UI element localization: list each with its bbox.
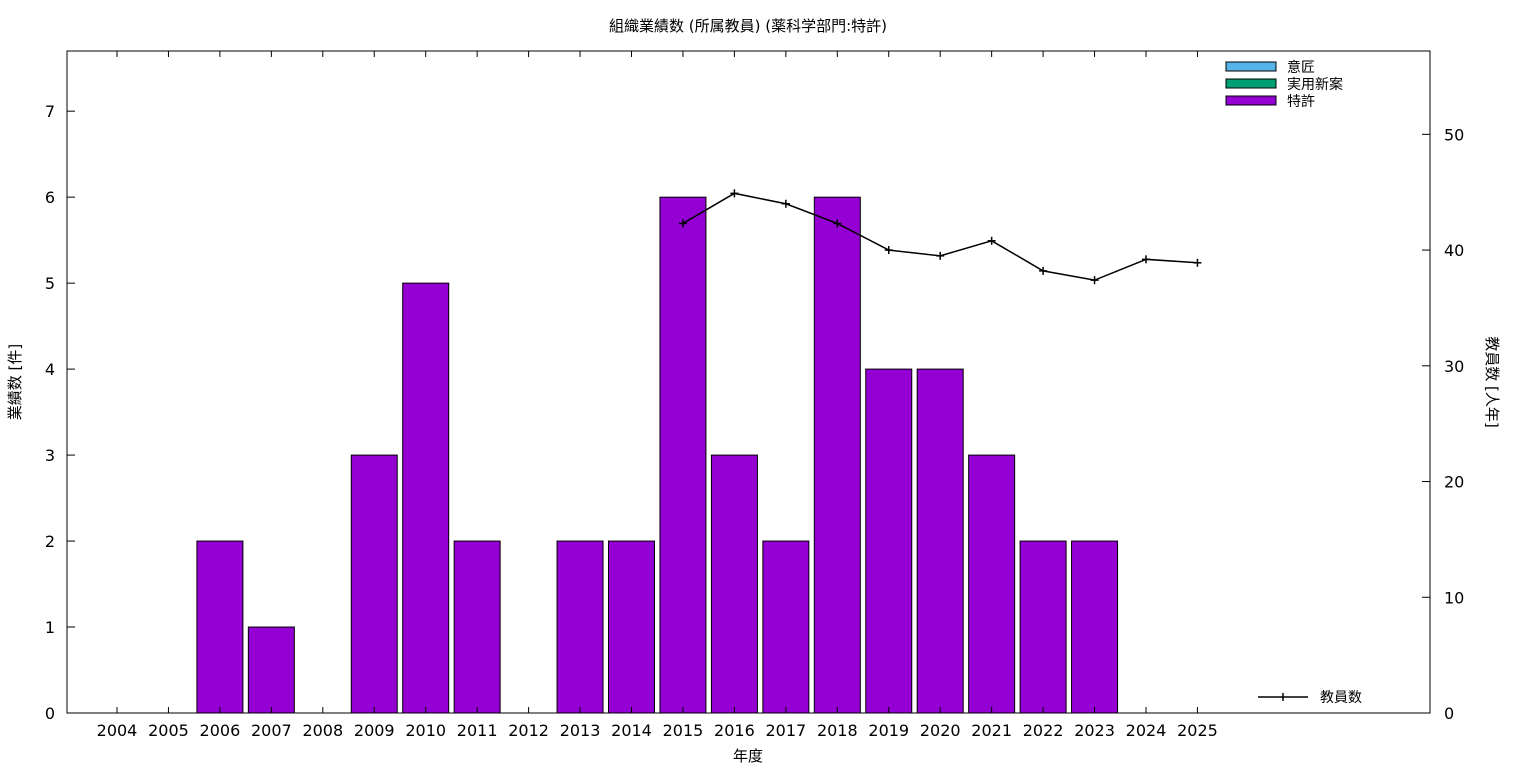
x-tick-label-2023: 2023	[1074, 721, 1115, 740]
bar-特許-2007	[247, 626, 295, 714]
point-教員数-2023	[1090, 276, 1099, 285]
y2-tick-label-10: 10	[1444, 588, 1464, 607]
y2-tick-label-40: 40	[1444, 241, 1464, 260]
y-axis-label: 業績数 [件]	[6, 344, 24, 420]
line-教員数	[682, 192, 1198, 281]
bar-特許-2018	[813, 196, 861, 714]
x-tick-label-2020: 2020	[920, 721, 961, 740]
point-教員数-2019	[884, 246, 893, 255]
y2-tick-label-50: 50	[1444, 125, 1464, 144]
x-tick-label-2024: 2024	[1126, 721, 1167, 740]
y2-axis-label: 教員数 [人年]	[1483, 336, 1501, 427]
bar-特許-2014	[608, 540, 655, 714]
x-tick-label-2012: 2012	[508, 721, 549, 740]
point-教員数-2024	[1142, 255, 1150, 264]
x-tick-label-2004: 2004	[97, 721, 138, 740]
x-tick-label-2010: 2010	[405, 721, 446, 740]
x-axis-label: 年度	[733, 747, 763, 765]
point-教員数-2025	[1193, 258, 1202, 267]
x-tick-label-2008: 2008	[302, 721, 343, 740]
legend-swatch-実用新案	[1225, 78, 1277, 89]
y-tick-label-5: 5	[45, 274, 55, 293]
point-教員数-2018	[833, 219, 842, 228]
legend-label-教員数: 教員数	[1320, 690, 1362, 706]
bar-特許-2011	[453, 540, 501, 714]
x-tick-label-2016: 2016	[714, 721, 755, 740]
bars-layer	[196, 196, 1119, 714]
y2-tick-label-0: 0	[1444, 704, 1454, 723]
point-教員数-2022	[1039, 266, 1048, 275]
x-tick-label-2011: 2011	[457, 721, 498, 740]
y-tick-label-3: 3	[45, 446, 55, 465]
point-教員数-2016	[730, 189, 739, 198]
y-tick-label-2: 2	[45, 532, 55, 551]
y-tick-label-0: 0	[45, 704, 55, 723]
x-tick-label-2005: 2005	[148, 721, 189, 740]
chart-title: 組織業績数 (所属教員) (薬科学部門:特許)	[609, 17, 887, 35]
point-教員数-2017	[781, 199, 790, 208]
bar-特許-2022	[1019, 540, 1067, 714]
x-tick-label-2014: 2014	[611, 721, 652, 740]
x-tick-label-2019: 2019	[868, 721, 909, 740]
y-tick-label-6: 6	[45, 188, 55, 207]
legend-swatch-意匠	[1225, 61, 1277, 72]
point-教員数-2020	[936, 251, 945, 260]
bar-特許-2015	[659, 196, 707, 714]
x-tick-label-2013: 2013	[560, 721, 601, 740]
y2-tick-label-20: 20	[1444, 473, 1464, 492]
x-tick-label-2009: 2009	[354, 721, 395, 740]
ticks-layer: 2004 2005 2006 2007 2008 2009 2010 2011 2012 2013…	[45, 51, 1464, 740]
bar-特許-2009	[350, 454, 398, 714]
bar-特許-2021	[968, 454, 1016, 714]
bar-特許-2013	[556, 540, 604, 714]
bar-特許-2023	[1071, 540, 1119, 714]
y-tick-label-4: 4	[45, 360, 55, 379]
x-tick-label-2021: 2021	[971, 721, 1012, 740]
bar-特許-2017	[762, 540, 810, 714]
x-tick-label-2018: 2018	[817, 721, 858, 740]
x-tick-label-2015: 2015	[663, 721, 704, 740]
bar-特許-2016	[710, 454, 758, 714]
x-tick-label-2006: 2006	[200, 721, 241, 740]
point-教員数-2015	[678, 219, 687, 228]
x-tick-label-2022: 2022	[1023, 721, 1064, 740]
legend-swatch-特許	[1225, 95, 1277, 106]
x-tick-label-2025: 2025	[1177, 721, 1218, 740]
y-tick-label-1: 1	[45, 618, 55, 637]
point-教員数-2021	[987, 236, 996, 245]
bar-特許-2019	[865, 368, 913, 714]
bar-特許-2020	[916, 368, 964, 714]
legend-label-特許: 特許	[1287, 94, 1315, 110]
x-tick-label-2007: 2007	[251, 721, 292, 740]
bar-特許-2006	[196, 540, 244, 714]
y2-tick-label-30: 30	[1444, 357, 1464, 376]
legend-label-実用新案: 実用新案	[1287, 76, 1343, 93]
line-layer	[678, 189, 1202, 285]
x-tick-label-2017: 2017	[765, 721, 806, 740]
bar-特許-2010	[402, 282, 450, 714]
y-tick-label-7: 7	[45, 102, 55, 121]
legend-label-意匠: 意匠	[1287, 59, 1315, 76]
